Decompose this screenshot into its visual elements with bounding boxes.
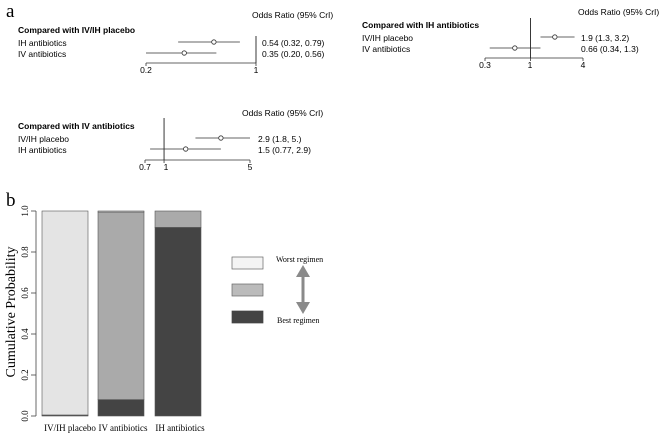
panel-label-a: a bbox=[6, 1, 15, 22]
double-arrow-icon bbox=[296, 265, 310, 314]
cumulative-probability-chart: Cumulative Probability IV/IH placebo IV … bbox=[4, 205, 323, 433]
panel-label-b: b bbox=[6, 190, 16, 211]
forest-row-estimate: 2.9 (1.8, 5.) bbox=[258, 134, 302, 144]
forest-plot-vs-placebo: Odds Ratio (95% CrI) Compared with IV/IH… bbox=[18, 10, 333, 75]
forest-row-label: IV/IH placebo bbox=[362, 33, 413, 43]
y-tick-label: 0.4 bbox=[20, 328, 30, 340]
forest-tick-label: 1 bbox=[164, 162, 169, 172]
forest-point-estimate bbox=[218, 135, 224, 141]
forest-point-estimate bbox=[183, 146, 189, 152]
forest-row-estimate: 0.35 (0.20, 0.56) bbox=[262, 49, 325, 59]
forest-header: Odds Ratio (95% CrI) bbox=[242, 108, 323, 118]
forest-row-label: IV/IH placebo bbox=[18, 134, 69, 144]
forest-point-estimate bbox=[552, 34, 558, 40]
bar-segment-worst bbox=[97, 210, 145, 213]
forest-row-label: IH antibiotics bbox=[18, 145, 67, 155]
forest-header: Odds Ratio (95% CrI) bbox=[578, 7, 659, 17]
forest-title: Compared with IV antibiotics bbox=[18, 121, 135, 131]
forest-tick-label: 0.2 bbox=[140, 65, 152, 75]
bar-segment-middle bbox=[154, 210, 202, 228]
x-tick-label: IV/IH placebo bbox=[44, 423, 96, 433]
forest-tick-label: 0.7 bbox=[139, 162, 151, 172]
legend-swatch-worst bbox=[231, 256, 264, 270]
forest-point-estimate bbox=[211, 39, 217, 45]
y-tick-label: 0.8 bbox=[20, 246, 30, 258]
legend-best-label: Best regimen bbox=[277, 316, 319, 325]
forest-tick-label: 5 bbox=[248, 162, 253, 172]
y-tick-label: 0.0 bbox=[20, 410, 30, 422]
bar-segment-middle bbox=[97, 211, 145, 400]
bar-segment-best bbox=[154, 227, 202, 417]
forest-point-estimate bbox=[181, 50, 187, 56]
y-tick-label: 0.6 bbox=[20, 287, 30, 299]
forest-row-estimate: 0.54 (0.32, 0.79) bbox=[262, 38, 325, 48]
legend-worst-label: Worst regimen bbox=[276, 255, 323, 264]
forest-row-label: IV antibiotics bbox=[362, 44, 410, 54]
x-tick-label: IH antibiotics bbox=[155, 423, 205, 433]
y-tick-label: 1.0 bbox=[20, 205, 30, 217]
forest-plot-vs-ih-antibiotics: Odds Ratio (95% CrI) Compared with IH an… bbox=[362, 7, 659, 70]
forest-row-label: IH antibiotics bbox=[18, 38, 67, 48]
forest-tick-label: 1 bbox=[528, 60, 533, 70]
forest-plot-vs-iv-antibiotics: Odds Ratio (95% CrI) Compared with IV an… bbox=[18, 108, 323, 172]
x-tick-label: IV antibiotics bbox=[98, 423, 148, 433]
y-tick-label: 0.2 bbox=[20, 369, 30, 380]
forest-row-estimate: 1.9 (1.3, 3.2) bbox=[581, 33, 629, 43]
forest-tick-label: 1 bbox=[254, 65, 259, 75]
forest-row-estimate: 0.66 (0.34, 1.3) bbox=[581, 44, 639, 54]
forest-row-estimate: 1.5 (0.77, 2.9) bbox=[258, 145, 311, 155]
forest-point-estimate bbox=[512, 45, 518, 51]
legend-swatch-best bbox=[231, 310, 264, 324]
forest-tick-label: 4 bbox=[581, 60, 586, 70]
bar-segment-worst bbox=[41, 210, 89, 416]
forest-tick-label: 0.3 bbox=[479, 60, 491, 70]
forest-row-label: IV antibiotics bbox=[18, 49, 66, 59]
legend-swatch-middle bbox=[231, 283, 264, 297]
y-axis-label: Cumulative Probability bbox=[4, 246, 19, 377]
forest-header: Odds Ratio (95% CrI) bbox=[252, 10, 333, 20]
forest-title: Compared with IV/IH placebo bbox=[18, 25, 135, 35]
forest-title: Compared with IH antibiotics bbox=[362, 20, 479, 30]
bar-segment-best bbox=[97, 399, 145, 417]
legend: Worst regimen Best regimen bbox=[231, 255, 323, 325]
